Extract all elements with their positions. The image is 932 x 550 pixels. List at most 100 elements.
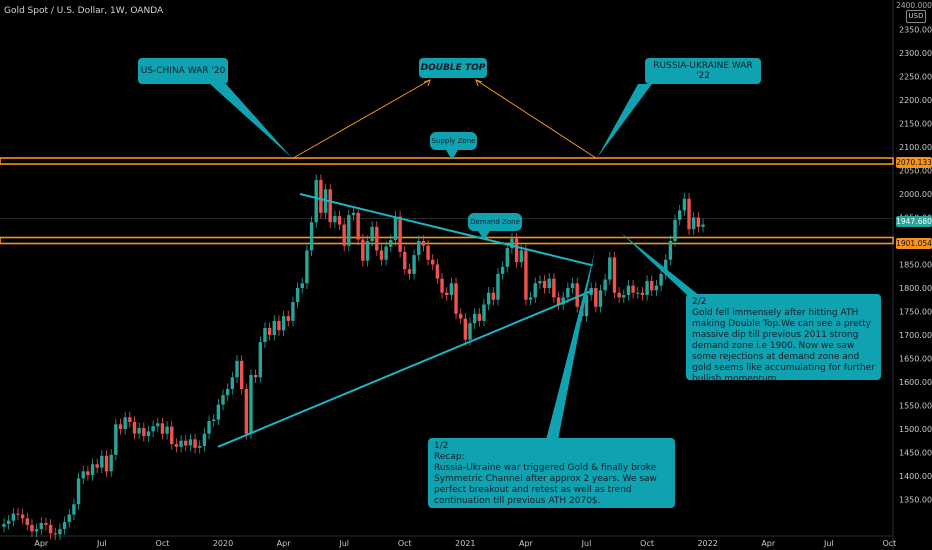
candle-body [570,283,575,288]
candle-body [431,259,435,265]
candle-body [128,417,132,422]
candle-body [664,259,668,274]
candle-body [39,523,43,530]
y-tick-label: 2150.000 [899,120,932,129]
candle-body [216,404,221,420]
x-tick-label: Apr [519,539,534,548]
candle-body [230,377,235,390]
candle-body [361,239,365,261]
callout-us-china[interactable]: US-CHINA WAR '20 [138,58,228,84]
x-tick-label: Apr [761,539,776,548]
candle-body [375,226,379,251]
x-tick-label: 2020 [213,539,233,548]
candle-body [561,297,565,305]
candle-body [272,320,276,335]
callout-russia-ukraine[interactable]: RUSSIA-UKRAINE WAR '22 [645,58,761,84]
candle-body [347,215,351,246]
candle-body [137,428,141,434]
y-tick-label: 1750.000 [899,308,932,317]
y-tick-label: 1700.000 [899,331,932,340]
candle-body [691,217,696,230]
x-tick-label: Jul [581,539,592,548]
candle-body [198,445,202,448]
candle-body [333,216,337,223]
candle-body [598,290,603,307]
y-tick-label: 1550.000 [899,402,932,411]
note-2-of-2[interactable]: 2/2 Gold fell immensely after hitting AT… [686,294,881,384]
y-axis[interactable]: 2350.000 2300.000 2250.000 2200.000 2150.000… [899,26,932,505]
candle-body [566,288,570,298]
arrowhead-right [475,79,483,87]
candle-body [62,522,67,530]
candle-body [263,327,267,343]
candle-body [538,280,542,284]
candle-body [491,292,495,300]
candle-body [319,179,323,213]
candle-body [160,423,165,434]
candle-body [165,426,169,434]
currency-badge[interactable]: USD [906,10,926,23]
x-tick-label: Oct [640,539,654,548]
candle-body [286,316,290,321]
x-tick-label: Oct [882,539,896,548]
candle-body [267,327,272,335]
candle-body [370,226,374,241]
label-demand-zone[interactable]: Demand Zone [468,213,522,231]
candle-body [34,529,39,532]
candle-body [687,198,691,230]
candle-body [81,471,85,479]
candle-body [533,283,537,298]
label-supply-zone[interactable]: Supply Zone [430,132,477,150]
candle-body [48,524,53,534]
candle-body [417,241,421,256]
candle-body [650,280,654,291]
candle-body [109,454,113,472]
supply-zone-line [0,157,894,165]
candle-body [445,292,449,296]
candle-body [25,518,29,525]
y-tick-label: 2100.000 [899,143,932,152]
candle-body [384,246,388,260]
candle-body [20,514,25,519]
x-axis[interactable]: Apr Jul Oct 2020 Apr Jul Oct 2021 Apr Jul Oct 2022 A… [34,539,932,548]
candle-body [407,269,412,274]
price-tag-demand: 1901.054 [896,238,932,249]
price-tag-last: 1947.680 [896,216,932,227]
price-tag-supply: 2070.133 [896,157,932,168]
candle-body [696,217,701,227]
y-tick-label: 1400.000 [899,472,932,481]
candle-body [53,533,57,535]
y-tick-label: 1350.000 [899,496,932,505]
candle-body [118,424,123,429]
candle-body [244,389,249,434]
candle-body [556,297,561,305]
candle-body [305,250,309,284]
candle-body [673,219,677,241]
x-tick-label: 2021 [455,539,475,548]
candle-body [668,241,673,260]
note-1-of-2[interactable]: 1/2 Recap: Russia-Ukraine war triggered … [428,438,675,508]
candle-body [104,455,109,472]
y-tick-label: 2050.000 [899,167,932,176]
candle-body [337,216,342,225]
x-tick-label: Jul [338,539,349,548]
candle-body [207,421,211,434]
candle-body [281,316,286,331]
candle-body [547,278,551,288]
candle-body [622,295,626,298]
candle-body [314,179,318,223]
callout-double-top[interactable]: DOUBLE TOP [419,58,487,78]
candle-body [701,224,705,227]
candle-body [678,210,682,220]
candle-body [146,431,151,437]
triangle-upper-line [299,193,594,267]
candle-body [440,278,444,293]
candle-body [16,513,20,515]
candle-body [67,514,71,523]
candle-body [463,318,468,340]
candle-body [72,504,76,515]
y-tick-label: 2250.000 [899,73,932,82]
pointer-note-2 [620,232,700,296]
candle-body [100,455,104,468]
